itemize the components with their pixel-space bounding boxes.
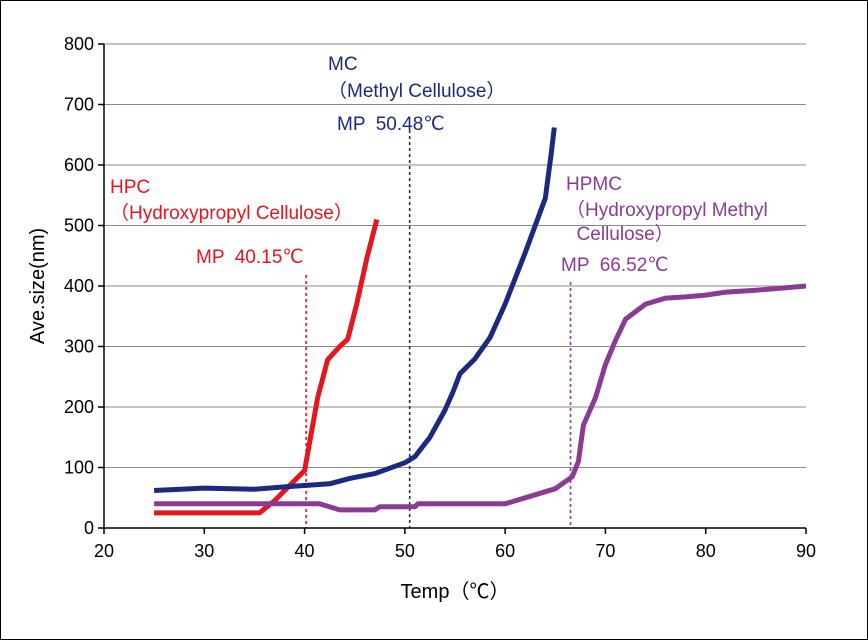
- mc-label-line-1: MC: [328, 54, 358, 75]
- grid-lines: [104, 43, 806, 468]
- mc-mp-label: MP 50.48℃: [337, 114, 445, 135]
- y-tick-label-0: 0: [84, 518, 94, 538]
- annotations: HPC （Hydroxypropyl Cellulose） MP 40.15℃ MC （…: [110, 54, 768, 276]
- y-tick-label-700: 700: [64, 95, 94, 115]
- y-axis-title: Ave.size(nm): [27, 228, 49, 344]
- x-tick-label-40: 40: [295, 541, 315, 561]
- y-tick-label-100: 100: [64, 458, 94, 478]
- y-tick-label-300: 300: [64, 337, 94, 357]
- series-lines: [153, 127, 807, 516]
- hpmc-mp-label: MP 66.52℃: [561, 255, 669, 276]
- hpmc-label-line-2: （Hydroxypropyl Methyl: [566, 199, 768, 221]
- melting-point-guides: [305, 130, 572, 528]
- x-tick-label-80: 80: [696, 541, 716, 561]
- hpmc-label-line-3: Cellulose）: [566, 223, 674, 245]
- hpc-series-line: [154, 218, 380, 516]
- x-tick-label-50: 50: [395, 541, 415, 561]
- y-tick-label-200: 200: [64, 397, 94, 417]
- mc-series-line: [153, 127, 557, 493]
- y-tick-label-600: 600: [64, 155, 94, 175]
- hpc-mp-label: MP 40.15℃: [196, 247, 304, 268]
- x-tick-label-30: 30: [194, 541, 214, 561]
- y-tick-label-800: 800: [64, 34, 94, 54]
- axes: [98, 43, 807, 534]
- y-tick-label-400: 400: [64, 276, 94, 296]
- mc-label-line-2: （Methyl Cellulose）: [328, 80, 505, 102]
- hpmc-label-line-1: HPMC: [566, 174, 622, 195]
- hpc-label-line-2: （Hydroxypropyl Cellulose）: [110, 202, 353, 224]
- hpmc-series-line: [154, 283, 807, 513]
- x-tick-label-20: 20: [94, 541, 114, 561]
- y-tick-label-500: 500: [64, 216, 94, 236]
- x-tick-label-70: 70: [595, 541, 615, 561]
- hpc-label-line-1: HPC: [110, 177, 150, 198]
- tick-labels: 0 100 200 300 400 500 600 700 800 20 30 40 50 60 70 80 9…: [64, 34, 816, 561]
- x-tick-label-90: 90: [796, 541, 816, 561]
- x-axis-title: Temp（℃）: [401, 580, 510, 603]
- x-tick-label-60: 60: [495, 541, 515, 561]
